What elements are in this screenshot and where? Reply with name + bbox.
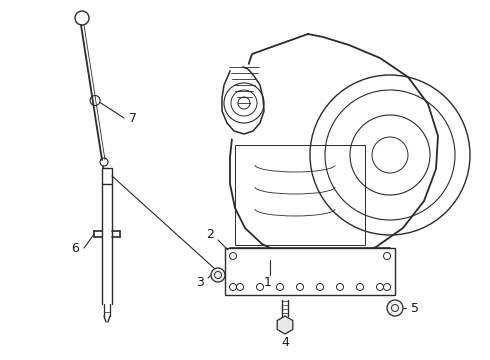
Circle shape — [387, 300, 403, 316]
Bar — [225, 248, 395, 295]
Text: 2: 2 — [206, 229, 214, 242]
Text: 3: 3 — [196, 275, 204, 288]
Text: 5: 5 — [411, 302, 419, 315]
Text: 1: 1 — [264, 275, 272, 288]
Text: 7: 7 — [129, 112, 137, 125]
Polygon shape — [220, 28, 462, 278]
Text: 6: 6 — [71, 242, 79, 255]
Bar — [235, 145, 365, 245]
Polygon shape — [277, 316, 293, 334]
Polygon shape — [225, 248, 395, 295]
Circle shape — [211, 268, 225, 282]
Text: 4: 4 — [281, 336, 289, 348]
Polygon shape — [218, 65, 268, 143]
Bar — [102, 168, 112, 184]
